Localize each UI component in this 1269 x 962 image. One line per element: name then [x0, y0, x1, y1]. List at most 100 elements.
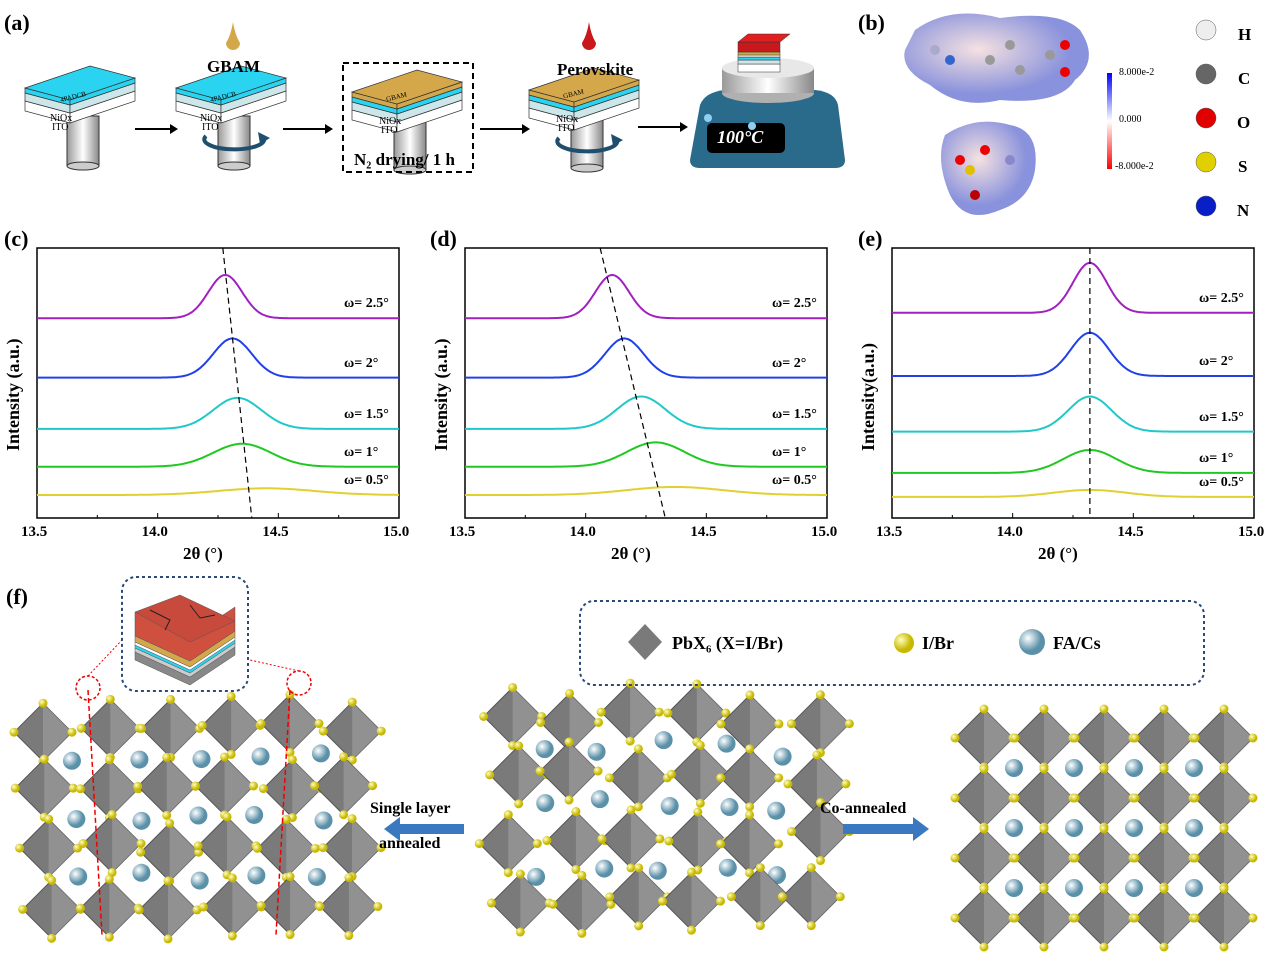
- device-layer: [737, 59, 781, 65]
- halide-ion: [227, 873, 237, 883]
- halide-ion: [626, 805, 636, 815]
- atom-icon: [945, 55, 955, 65]
- halide-ion: [252, 843, 262, 853]
- octahedron-face: [749, 694, 779, 753]
- halide-ion: [1039, 764, 1049, 774]
- halide-ion: [686, 925, 696, 935]
- msa-electrostatic-surface: [941, 121, 1036, 215]
- cation-ion: [1065, 819, 1083, 837]
- colorbar: [1107, 73, 1112, 169]
- legend-o: O: [1237, 113, 1251, 132]
- halide-ion: [565, 688, 575, 698]
- halide-ion: [1159, 942, 1169, 952]
- halide-ion: [715, 896, 725, 906]
- halide-ion: [39, 754, 49, 764]
- crack-highlight-circle: [75, 675, 101, 701]
- octahedron-face: [1164, 829, 1193, 887]
- octahedron-face: [166, 757, 196, 816]
- atom-icon: [1005, 40, 1015, 50]
- halide-ion: [285, 872, 295, 882]
- gbam-drop-icon: [226, 22, 240, 50]
- halide-ion: [474, 839, 484, 849]
- halide-ion: [47, 933, 57, 943]
- rotation-arrow-icon: [202, 134, 267, 152]
- halide-ion: [1099, 764, 1109, 774]
- halide-ion: [485, 770, 495, 780]
- halide-ion: [1070, 733, 1080, 743]
- atom-icon: [1015, 65, 1025, 75]
- layer-top: [350, 69, 464, 105]
- halide-ion: [347, 755, 357, 765]
- x-tick-label: 15.0: [811, 524, 838, 540]
- halide-ion: [726, 892, 736, 902]
- halide-ion: [514, 741, 524, 751]
- halide-ion: [593, 766, 603, 776]
- halide-ion: [15, 843, 25, 853]
- halide-ion: [654, 707, 664, 717]
- series-label: ω= 2.5°: [772, 296, 817, 312]
- octahedron-face: [700, 745, 730, 804]
- arrow-left-icon: [384, 817, 400, 841]
- octahedron-face: [1224, 709, 1253, 767]
- legend-n: N: [1237, 201, 1250, 220]
- cation-ion: [69, 867, 88, 886]
- x-tick-label: 15.0: [383, 524, 410, 540]
- cation-ion: [773, 747, 792, 766]
- x-tick-label: 14.5: [690, 524, 717, 540]
- cation-ion: [311, 744, 330, 763]
- atom-icon: [1060, 67, 1070, 77]
- halide-ion: [67, 727, 77, 737]
- gbam-electrostatic-surface: [904, 13, 1089, 103]
- halide-ion: [605, 892, 615, 902]
- halide-ion: [950, 733, 960, 743]
- halide-ion: [626, 863, 636, 873]
- halide-ion: [1248, 853, 1258, 863]
- halide-ion: [368, 781, 378, 791]
- series-line: [465, 273, 827, 320]
- colorbar-max: 8.000e-2: [1119, 67, 1155, 78]
- cation-ion: [307, 867, 326, 886]
- cation-ion: [1185, 819, 1203, 837]
- halide-ion: [1070, 913, 1080, 923]
- halide-ion: [596, 707, 606, 717]
- halide-ion: [979, 942, 989, 952]
- panel-label-e: (e): [858, 226, 883, 251]
- halide-ion: [664, 836, 674, 846]
- halide-ion: [777, 892, 787, 902]
- legend-h: H: [1238, 25, 1252, 44]
- halide-ion: [666, 769, 676, 779]
- halide-ion: [716, 719, 726, 729]
- halide-ion: [1248, 913, 1258, 923]
- octahedron-face: [1044, 709, 1073, 767]
- octahedron-face: [51, 880, 81, 939]
- halide-ion: [606, 899, 616, 909]
- octahedron-face: [232, 877, 262, 936]
- legend-atom-C-icon: [1195, 63, 1217, 85]
- octahedron-face: [348, 877, 378, 936]
- series-line: [37, 396, 399, 430]
- cation-ion: [130, 750, 149, 769]
- series-label: ω= 1°: [1199, 450, 1234, 466]
- halide-ion: [227, 931, 237, 941]
- cation-ion: [67, 810, 86, 829]
- cation-ion: [1065, 759, 1083, 777]
- series-line: [892, 488, 1254, 498]
- halide-ion: [787, 827, 797, 837]
- halide-ion: [812, 750, 822, 760]
- halide-ion: [604, 773, 614, 783]
- octahedron-face: [984, 769, 1013, 827]
- octahedron-face: [343, 756, 373, 815]
- legend-ibr: I/Br: [922, 633, 955, 653]
- octahedron-face: [984, 709, 1013, 767]
- halide-ion: [514, 799, 524, 809]
- legend-cation-icon: [1019, 629, 1045, 655]
- halide-ion: [597, 834, 607, 844]
- cation-ion: [1005, 759, 1023, 777]
- octahedron-face: [820, 694, 850, 753]
- y-axis-label: Intensity(a.u.): [858, 342, 878, 451]
- octahedron-face: [630, 809, 660, 868]
- halide-ion: [339, 752, 349, 762]
- cation-ion: [132, 811, 151, 830]
- halide-ion: [104, 932, 114, 942]
- octahedron-face: [749, 814, 779, 873]
